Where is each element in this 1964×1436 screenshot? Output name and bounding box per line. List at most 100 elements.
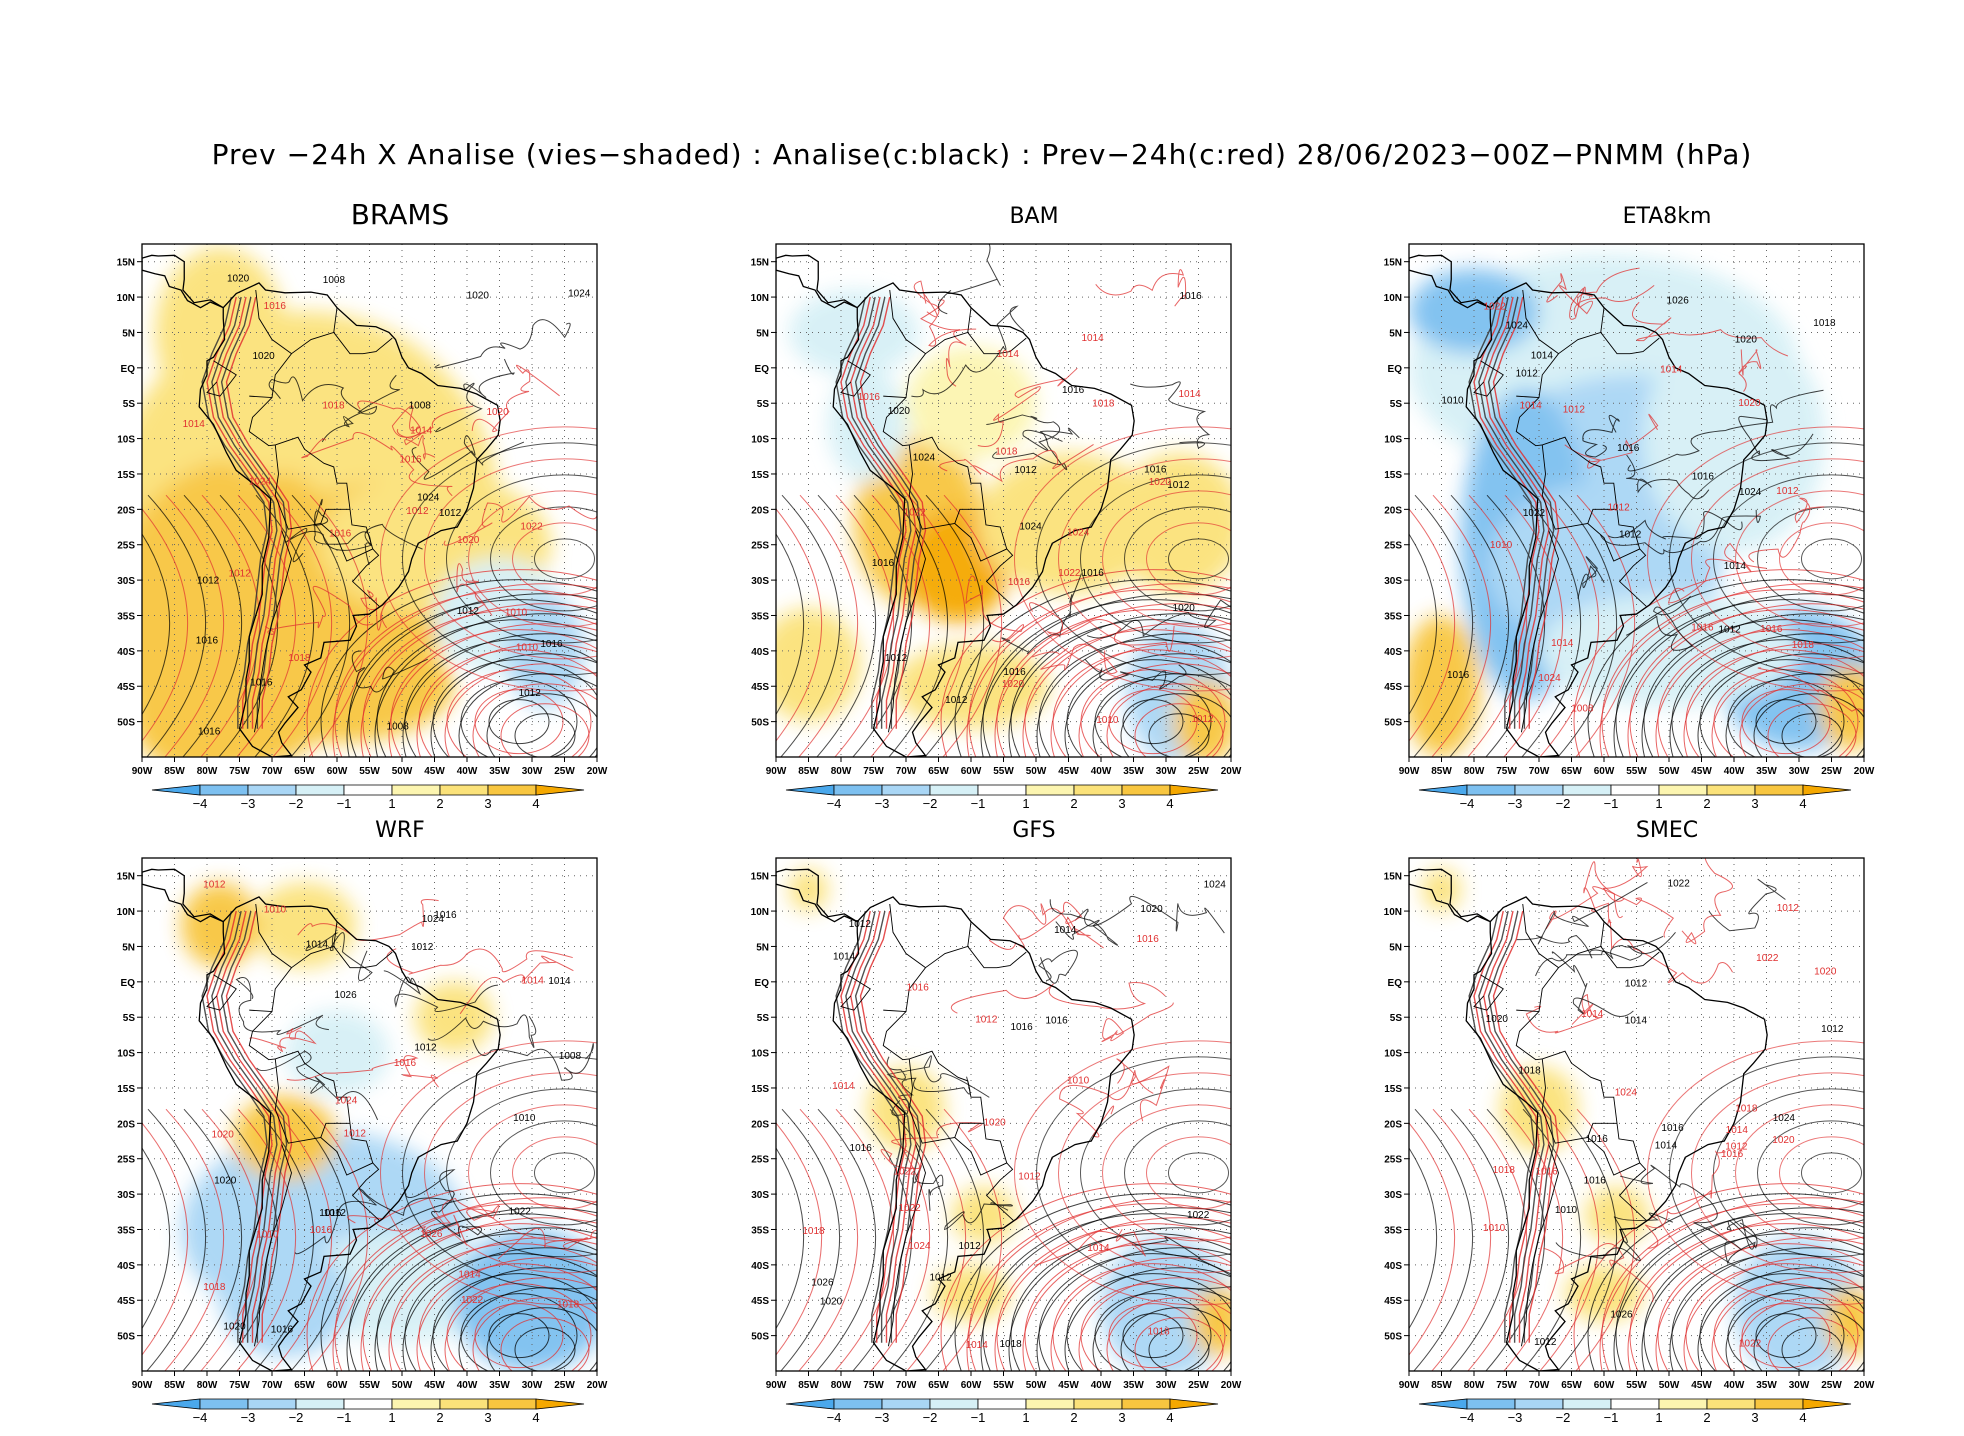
y-tick-label: 30S <box>1384 1190 1402 1201</box>
y-tick-label: 40S <box>117 1261 135 1272</box>
colorbar-segment <box>1802 1398 1852 1410</box>
contour-label: 1014 <box>306 940 329 951</box>
y-tick-label: 50S <box>117 1332 135 1343</box>
contour-label: 1012 <box>849 919 872 930</box>
panel-title: WRF <box>375 818 425 843</box>
y-tick-label: 20S <box>751 1119 769 1130</box>
colorbar-label: −2 <box>1556 1410 1571 1425</box>
contour-label: 1022 <box>1058 568 1081 579</box>
contour-label: 1020 <box>227 273 250 284</box>
contour-label: 1012 <box>1718 624 1741 635</box>
contour-label: 1018 <box>999 1339 1022 1350</box>
colorbar-label: 1 <box>1655 1410 1662 1425</box>
x-tick-label: 75W <box>863 1380 884 1391</box>
coastline <box>1409 254 1768 757</box>
colorbar-segment <box>199 1398 249 1410</box>
x-tick-label: 40W <box>1724 766 1745 777</box>
contour-label: 1012 <box>958 1241 981 1252</box>
colorbar-segment <box>1706 1398 1756 1410</box>
y-tick-label: 25S <box>117 1155 135 1166</box>
contour-label: 1014 <box>1531 351 1554 362</box>
x-tick-label: 65W <box>928 1380 949 1391</box>
contour-label: 1020 <box>1140 904 1163 915</box>
colorbar-segment <box>785 784 835 796</box>
contour-label: 1016 <box>1535 1166 1558 1177</box>
y-tick-label: 10S <box>117 435 135 446</box>
x-tick-label: 40W <box>1091 766 1112 777</box>
y-tick-label: EQ <box>121 978 136 989</box>
contour-label: 1016 <box>1010 1022 1033 1033</box>
contour-label: 1020 <box>467 291 490 302</box>
contour-label: 1012 <box>324 1208 347 1219</box>
y-tick-label: 20S <box>117 1119 135 1130</box>
colorbar-segment <box>391 784 441 796</box>
y-tick-label: 15N <box>1384 872 1402 883</box>
contour-label: 1018 <box>802 1226 825 1237</box>
x-tick-label: 40W <box>1724 1380 1745 1391</box>
x-tick-label: 90W <box>1399 766 1420 777</box>
colorbar-segment <box>535 784 585 796</box>
x-tick-label: 75W <box>1496 1380 1517 1391</box>
panel-title: ETA8km <box>1622 204 1712 229</box>
y-tick-label: 10N <box>751 907 769 918</box>
colorbar-segment <box>833 784 883 796</box>
colorbar: −4 −3 −2 −1 1 2 3 4 <box>151 1398 585 1425</box>
y-tick-label: 20S <box>1384 1119 1402 1130</box>
contour-label: 1020 <box>223 1321 246 1332</box>
map-panel-wrf: WRF 1012 1016 1010 1014 1012 1016 1020 1024 1022 1… <box>117 816 680 1428</box>
contour-label: 1018 <box>1735 1103 1758 1114</box>
coastline <box>142 254 501 757</box>
x-tick-label: 55W <box>359 766 380 777</box>
y-tick-label: 25S <box>751 541 769 552</box>
y-tick-label: 35S <box>751 611 769 622</box>
coastline <box>1409 868 1768 1371</box>
colorbar-segment <box>977 1398 1027 1410</box>
x-tick-label: 60W <box>327 1380 348 1391</box>
x-tick-label: 45W <box>424 766 445 777</box>
contour-label: 1020 <box>1738 398 1761 409</box>
contour-label: 1012 <box>1725 1141 1748 1152</box>
x-tick-label: 20W <box>587 1380 608 1391</box>
contour-label: 1012 <box>1776 486 1799 497</box>
contour-label: 1016 <box>196 636 219 647</box>
contour-label: 1016 <box>319 1208 342 1219</box>
colorbar-label: −1 <box>971 1410 986 1425</box>
panel-title: SMEC <box>1635 818 1699 843</box>
colorbar-label: −1 <box>337 796 352 811</box>
x-tick-label: 25W <box>1821 1380 1842 1391</box>
colorbar-segment <box>295 784 345 796</box>
contour-label: 1018 <box>322 401 345 412</box>
x-tick-label: 20W <box>587 766 608 777</box>
contour-label: 1022 <box>1668 879 1691 890</box>
contour-label: 1016 <box>1760 624 1783 635</box>
contour-label: 1024 <box>335 1095 358 1106</box>
contour-label: 1016 <box>329 529 352 540</box>
x-tick-label: 55W <box>1626 766 1647 777</box>
isobars <box>1409 267 1864 757</box>
contour-label: 1016 <box>264 301 287 312</box>
y-tick-label: 5S <box>123 399 136 410</box>
contour-label: 1012 <box>1516 369 1539 380</box>
contour-label: 1010 <box>256 1230 279 1241</box>
x-tick-label: 30W <box>1789 766 1810 777</box>
contour-label: 1022 <box>461 1295 484 1306</box>
colorbar-label: 2 <box>1070 796 1077 811</box>
x-tick-label: 60W <box>961 1380 982 1391</box>
contour-label: 1020 <box>888 406 911 417</box>
x-tick-label: 75W <box>1496 766 1517 777</box>
y-tick-label: 40S <box>1384 647 1402 658</box>
panel-title: GFS <box>1012 818 1056 843</box>
contour-label: 1010 <box>513 1113 536 1124</box>
colorbar-label: −1 <box>1604 796 1619 811</box>
colorbar-label: −3 <box>875 796 890 811</box>
y-tick-label: 15N <box>117 872 135 883</box>
contour-label: 1022 <box>1523 508 1546 519</box>
contour-label: 1012 <box>1777 903 1800 914</box>
x-tick-label: 60W <box>327 766 348 777</box>
x-tick-label: 75W <box>863 766 884 777</box>
x-tick-label: 25W <box>1188 1380 1209 1391</box>
y-tick-label: 30S <box>117 1190 135 1201</box>
contour-label: 1016 <box>1137 934 1160 945</box>
x-tick-label: 55W <box>993 1380 1014 1391</box>
contour-label: 1012 <box>1191 714 1214 725</box>
